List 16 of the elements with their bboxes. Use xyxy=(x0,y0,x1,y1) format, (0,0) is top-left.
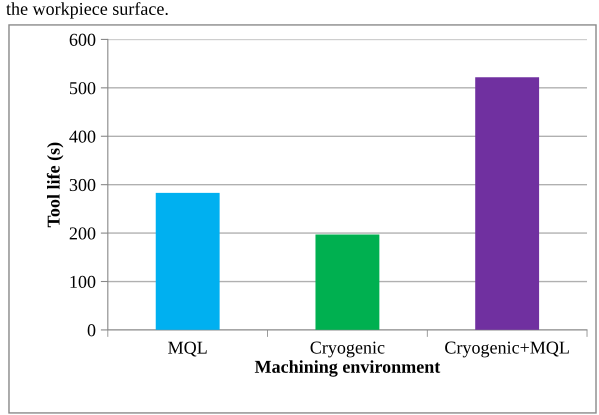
y-tick-label: 100 xyxy=(70,276,96,288)
bar xyxy=(315,234,380,330)
x-tick-label: Cryogenic xyxy=(310,342,384,358)
bar xyxy=(156,192,220,330)
y-tick-label: 600 xyxy=(70,34,96,46)
y-axis-title: Tool life (s) xyxy=(46,142,64,228)
x-tick-label: MQL xyxy=(168,342,207,356)
y-tick-label: 300 xyxy=(70,178,96,192)
y-tick-label: 500 xyxy=(70,82,96,94)
y-tick-label: 200 xyxy=(70,227,96,240)
bar xyxy=(475,77,540,330)
y-tick-label: 0 xyxy=(88,324,96,336)
y-tick-label: 400 xyxy=(69,130,96,143)
text: the workpiece surface. xyxy=(6,2,168,19)
x-axis-title: Machining environment xyxy=(254,360,440,377)
x-tick-label: Cryogenic+MQL xyxy=(445,342,569,358)
